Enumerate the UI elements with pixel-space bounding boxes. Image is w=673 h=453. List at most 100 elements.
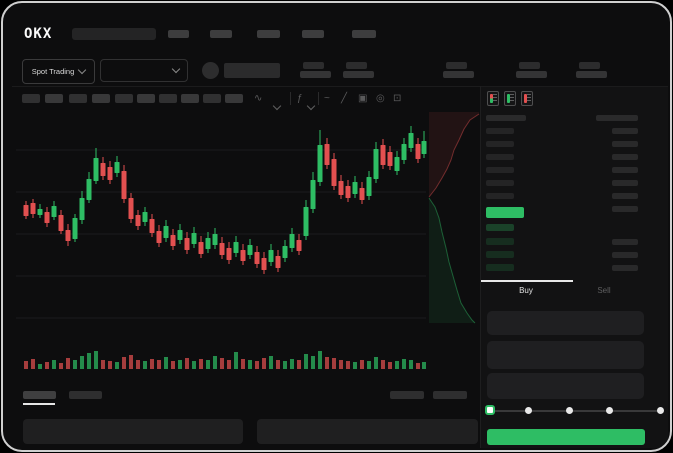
book-view-bids-icon[interactable] <box>504 91 516 106</box>
timeframe-button[interactable] <box>181 94 199 103</box>
volume-bar <box>234 352 238 369</box>
stat-label-placeholder <box>519 62 540 69</box>
volume-bar <box>206 360 210 369</box>
ask-price-row[interactable] <box>486 193 514 199</box>
candle-body <box>366 177 372 196</box>
slider-step-dot[interactable] <box>606 407 613 414</box>
candle-body <box>107 167 113 180</box>
slider-step-dot[interactable] <box>525 407 532 414</box>
active-tab-underline <box>23 403 55 405</box>
bottom-action-button[interactable] <box>433 391 467 399</box>
ask-amount-row[interactable] <box>612 128 638 134</box>
tab-buy[interactable]: Buy <box>519 286 533 295</box>
book-view-asks-icon[interactable] <box>521 91 533 106</box>
volume-bar <box>353 362 357 369</box>
book-view-all-icon[interactable] <box>487 91 499 106</box>
candle-body <box>289 234 295 248</box>
volume-bar <box>143 361 147 369</box>
candle-body <box>86 179 92 200</box>
timeframe-button[interactable] <box>225 94 243 103</box>
ask-price-row[interactable] <box>486 128 514 134</box>
volume-bar <box>192 361 196 369</box>
ask-amount-row[interactable] <box>612 154 638 160</box>
candle-body <box>121 171 127 199</box>
nav-item[interactable] <box>257 30 280 38</box>
candle-body <box>373 149 379 179</box>
nav-item[interactable] <box>210 30 232 38</box>
last-price-bar[interactable] <box>486 207 524 218</box>
volume-bar <box>185 358 189 369</box>
timeframe-button[interactable] <box>45 94 63 103</box>
ask-amount-row[interactable] <box>612 167 638 173</box>
slider-step-dot[interactable] <box>566 407 573 414</box>
settings-icon[interactable]: ◎ <box>376 93 385 104</box>
bid-amount-row[interactable] <box>612 239 638 245</box>
timeframe-button[interactable] <box>69 94 87 103</box>
volume-bar <box>402 359 406 369</box>
bid-price-row[interactable] <box>486 264 514 271</box>
nav-item[interactable] <box>302 30 324 38</box>
bottom-tab[interactable] <box>23 391 56 399</box>
ask-amount-row[interactable] <box>612 193 638 199</box>
nav-item[interactable] <box>168 30 189 38</box>
coin-icon <box>202 62 219 79</box>
candle-body <box>135 215 141 226</box>
ask-price-row[interactable] <box>486 180 514 186</box>
chart-type-icon[interactable]: ∿ <box>254 93 263 104</box>
tab-sell[interactable]: Sell <box>597 286 611 295</box>
search-input[interactable] <box>72 28 156 40</box>
volume-bar <box>325 357 329 369</box>
ask-amount-row[interactable] <box>612 141 638 147</box>
ask-price-row[interactable] <box>486 154 514 160</box>
bid-price-row[interactable] <box>486 224 514 231</box>
bid-price-row[interactable] <box>486 238 514 245</box>
order-form-input[interactable] <box>487 311 644 335</box>
stat-value-placeholder <box>443 71 474 78</box>
candle-body <box>51 206 57 217</box>
bid-amount-row[interactable] <box>612 265 638 271</box>
candle-body <box>58 215 64 231</box>
orderbook-col-header <box>596 115 638 121</box>
timeframe-button[interactable] <box>115 94 133 103</box>
nav-item[interactable] <box>352 30 376 38</box>
indicators-icon[interactable]: ƒ <box>297 93 303 104</box>
timeframe-button[interactable] <box>137 94 155 103</box>
draw-icon[interactable]: ╱ <box>341 93 348 104</box>
candle-body <box>380 145 386 165</box>
slider-step-dot[interactable] <box>657 407 664 414</box>
stat-value-placeholder <box>516 71 547 78</box>
stat-value-placeholder <box>300 71 331 78</box>
ask-amount-row[interactable] <box>612 206 638 212</box>
bottom-action-button[interactable] <box>390 391 424 399</box>
slider-handle[interactable] <box>485 405 495 415</box>
order-form-input[interactable] <box>487 341 644 369</box>
candle-body <box>79 198 85 220</box>
bottom-tab[interactable] <box>69 391 102 399</box>
ask-amount-row[interactable] <box>612 180 638 186</box>
camera-icon[interactable]: ▣ <box>358 93 368 104</box>
volume-bar <box>297 360 301 369</box>
timeframe-button[interactable] <box>92 94 110 103</box>
bid-price-row[interactable] <box>486 251 514 258</box>
timeframe-button[interactable] <box>203 94 221 103</box>
volume-bar <box>115 362 119 369</box>
candle-body <box>359 188 365 200</box>
volume-bar <box>178 360 182 369</box>
fullscreen-icon[interactable]: ⊡ <box>393 93 402 104</box>
ask-price-row[interactable] <box>486 141 514 147</box>
candle-body <box>352 182 358 194</box>
ask-price-row[interactable] <box>486 167 514 173</box>
candle-body <box>317 145 323 182</box>
pair-selector[interactable] <box>100 59 188 82</box>
timeframe-button[interactable] <box>22 94 40 103</box>
buy-submit-button[interactable] <box>487 429 645 445</box>
market-type-selector[interactable]: Spot Trading <box>22 59 95 84</box>
order-form-input[interactable] <box>487 373 644 399</box>
volume-bar <box>269 356 273 369</box>
amount-slider[interactable] <box>491 410 658 412</box>
bid-amount-row[interactable] <box>612 252 638 258</box>
volume-bar <box>241 359 245 369</box>
timeframe-button[interactable] <box>159 94 177 103</box>
trendline-icon[interactable]: ~ <box>324 93 330 104</box>
